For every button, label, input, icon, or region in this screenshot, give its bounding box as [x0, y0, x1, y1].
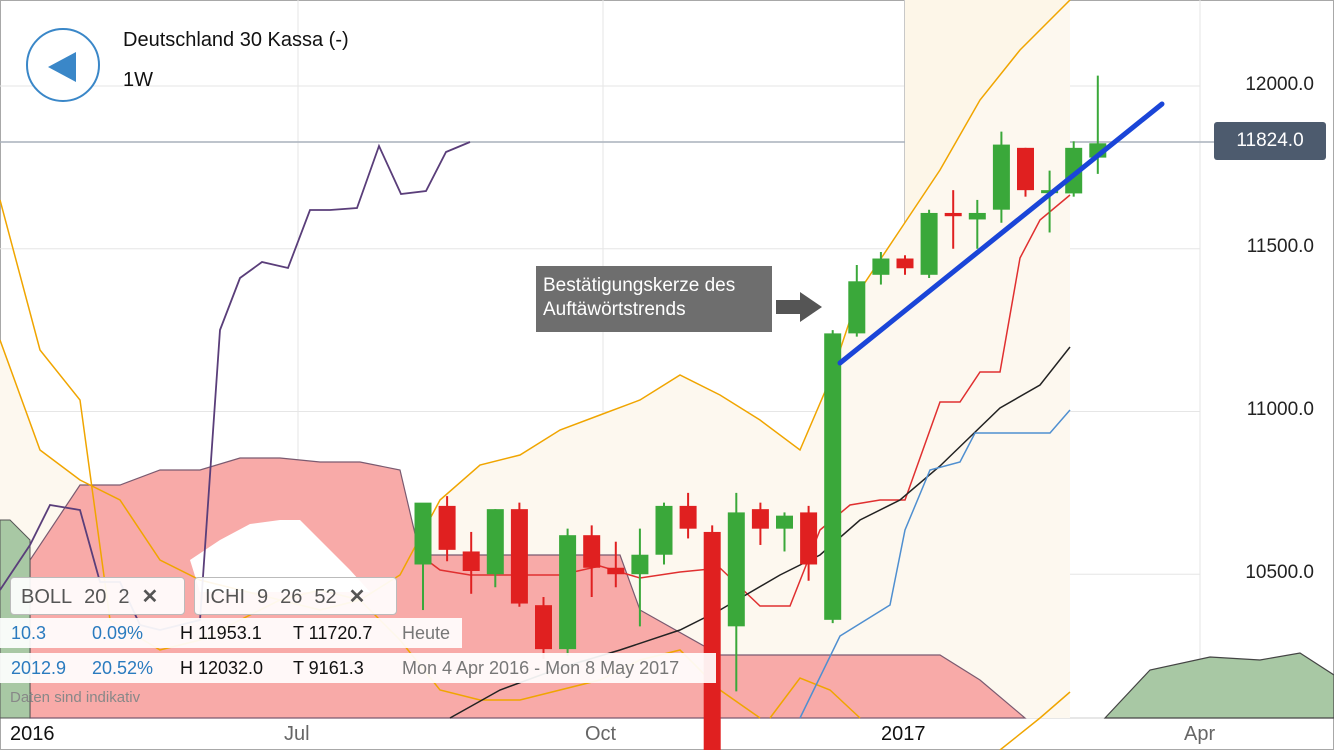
stat-period: Mon 4 Apr 2016 - Mon 8 May 2017 — [402, 658, 680, 678]
y-tick-label: 11500.0 — [1246, 236, 1314, 257]
indicator-ichi-p2: 26 — [280, 586, 303, 608]
candle-body — [920, 212, 938, 275]
indicator-ichi-name: ICHI — [205, 586, 245, 608]
x-tick-label: Apr — [1184, 723, 1216, 745]
indicator-ichi[interactable]: ICHI 9 26 52 ✕ — [194, 577, 397, 615]
candle-body — [510, 509, 528, 604]
ichimoku-chikou-line — [0, 141, 471, 631]
indicator-boll-deviation: 2 — [118, 586, 130, 608]
candle-body — [751, 509, 769, 529]
annotation-line-2: Auftäwörtstrends — [543, 299, 686, 320]
stat-period: Heute — [402, 623, 451, 643]
y-tick-label: 11000.0 — [1246, 399, 1314, 420]
candle-body — [896, 258, 914, 269]
cloud-gap — [190, 520, 370, 592]
candle-body — [438, 505, 456, 550]
x-tick-label: Oct — [585, 723, 617, 745]
close-icon[interactable]: ✕ — [348, 586, 366, 608]
candle-body — [535, 605, 552, 650]
candle-body — [968, 212, 986, 220]
candle-body — [583, 535, 601, 568]
candle-body — [848, 281, 866, 334]
annotation-arrow-icon — [776, 292, 822, 322]
candle-body — [462, 551, 480, 571]
close-icon[interactable]: ✕ — [141, 586, 159, 608]
indicator-boll-period: 20 — [84, 586, 107, 608]
trendline — [837, 101, 1165, 366]
stat-high: H 11953.1 — [180, 623, 262, 643]
candle-body — [559, 535, 577, 650]
indicator-ichi-p3: 52 — [314, 586, 337, 608]
indicator-boll-name: BOLL — [21, 586, 73, 608]
bollinger-lower-line — [769, 677, 861, 719]
indicator-boll[interactable]: BOLL 20 2 ✕ — [10, 577, 185, 615]
x-tick-label: Jul — [284, 723, 310, 745]
candle-body — [703, 531, 721, 750]
y-tick-label: 12000.0 — [1245, 74, 1314, 95]
candle-body — [414, 502, 432, 565]
candle-body — [824, 333, 842, 620]
ichimoku-cloud-bullish — [1103, 652, 1334, 719]
ichimoku-tenkan-line — [419, 194, 1071, 607]
disclaimer: Daten sind indikativ — [10, 689, 141, 706]
candle-body — [631, 554, 649, 575]
interval-label[interactable]: 1W — [123, 69, 153, 91]
candle-body — [776, 515, 793, 529]
candle-body — [1017, 147, 1034, 191]
annotation-line-1: Bestätigungskerze des — [543, 275, 736, 296]
bollinger-lower-line — [999, 691, 1071, 750]
candle-body — [655, 505, 673, 555]
stat-low: T 9161.3 — [293, 658, 364, 678]
stat-low: T 11720.7 — [293, 623, 373, 643]
back-arrow-icon — [48, 52, 76, 82]
x-tick-label: 2017 — [881, 723, 926, 745]
stat-change: 2012.9 — [11, 658, 67, 678]
candle-body — [486, 509, 504, 575]
y-tick-label: 10500.0 — [1245, 562, 1314, 583]
indicator-ichi-p1: 9 — [257, 586, 269, 608]
annotation-box: Bestätigungskerze des Auftäwörtstrends — [536, 266, 772, 332]
stat-high: H 12032.0 — [180, 658, 264, 678]
stats-row-range: 2012.9 20.52% H 12032.0 T 9161.3 Mon 4 A… — [0, 653, 716, 683]
stat-change-percent: 0.09% — [92, 623, 144, 643]
instrument-title: Deutschland 30 Kassa (-) — [123, 29, 349, 51]
current-price-tag: 11824.0 — [1214, 122, 1326, 160]
candle-body — [607, 567, 625, 575]
back-button[interactable] — [26, 28, 100, 102]
candle-body — [1065, 147, 1083, 194]
stats-row-today: 10.3 0.09% H 11953.1 T 11720.7 Heute — [0, 618, 462, 648]
stat-change: 10.3 — [11, 623, 47, 643]
candle-body — [727, 512, 745, 627]
stat-change-percent: 20.52% — [92, 658, 154, 678]
candle-body — [992, 144, 1010, 210]
ichimoku-senkou-line — [799, 409, 1071, 719]
candle-body — [872, 258, 890, 275]
candle-body — [679, 505, 697, 529]
candle-body — [944, 212, 962, 217]
candle-body — [800, 512, 818, 565]
x-tick-label: 2016 — [10, 723, 55, 745]
